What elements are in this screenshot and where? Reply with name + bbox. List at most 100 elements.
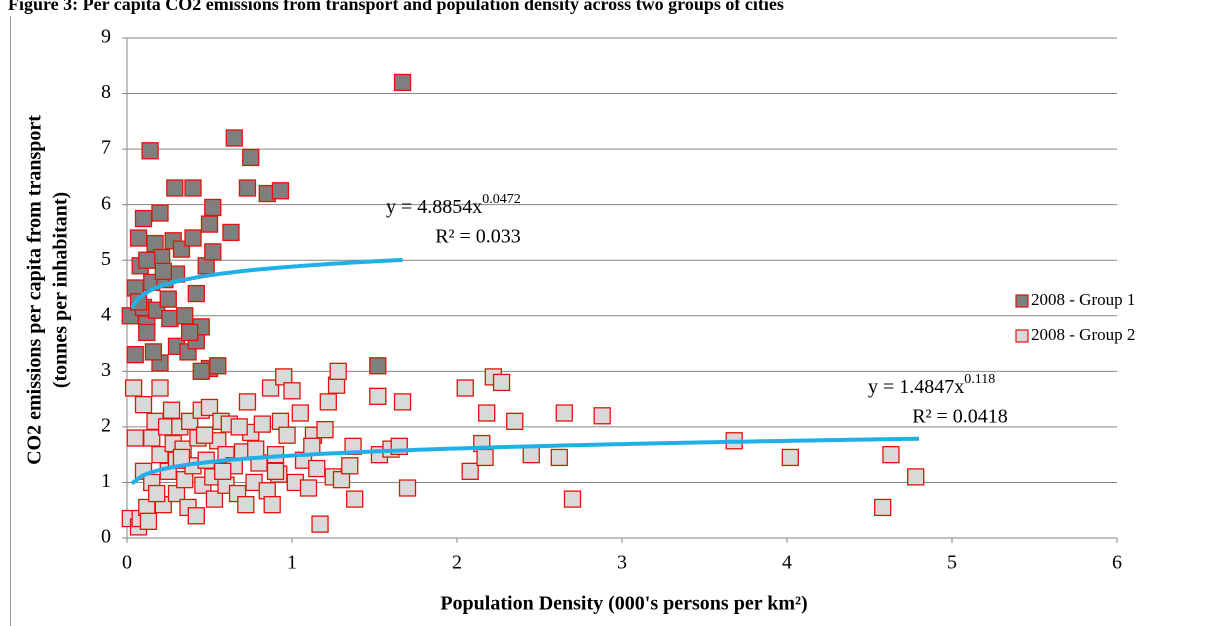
point [148,484,166,503]
x-tick-label: 6 [1112,552,1122,574]
y-axis-label: CO2 emissions per capita from transport … [24,115,72,465]
legend-marker [1015,329,1029,343]
point [393,393,412,411]
y-tick-label: 7 [101,137,111,159]
point [151,204,169,222]
point [550,448,568,467]
point [159,290,177,308]
y-tick-label: 8 [101,81,111,103]
equation-exponent: 0.118 [964,372,995,387]
point [283,382,301,400]
y-axis-label-line: CO2 emissions per capita from transport [24,115,46,465]
point [522,446,540,464]
point [253,415,271,433]
trendline-r2: R² = 0.0418 [912,406,1008,428]
y-tick-label: 3 [101,359,111,381]
point [151,379,169,397]
point [781,448,799,467]
point [263,496,281,514]
point [393,73,412,92]
point [874,498,892,517]
point [162,401,181,419]
point [139,512,158,530]
x-axis-label: Population Density (000's persons per km… [440,593,807,615]
point [176,307,194,325]
equation-text: y = 4.8854x [386,196,482,218]
legend-label: 2008 - Group 1 [1031,290,1135,309]
point [209,357,227,375]
point [205,490,224,508]
point [461,462,479,480]
y-tick-label: 0 [101,526,111,548]
point [184,179,202,197]
point [166,179,184,197]
point [134,209,153,228]
point [303,437,321,455]
point [882,446,900,464]
point [138,251,156,269]
point [319,393,337,411]
legend-marker [1015,294,1029,308]
x-tick-label: 0 [122,552,132,574]
point [154,262,172,280]
x-tick-label: 5 [947,552,957,574]
point [316,421,334,439]
point [266,462,285,480]
point [126,346,144,364]
x-tick-label: 4 [782,552,792,574]
point [369,387,387,405]
point [242,148,260,167]
point [341,457,359,475]
point [238,393,257,411]
trendline-equation: y = 1.4847x0.118 [868,372,995,397]
equation-exponent: 0.0472 [482,192,521,207]
point [476,448,494,467]
point [195,426,214,444]
point [138,323,156,342]
point [478,404,496,422]
trendline-r2: R² = 0.033 [435,226,521,248]
point [222,223,240,242]
trendline-equation: y = 4.8854x0.0472 [386,192,521,217]
point [184,229,202,247]
y-tick-label: 6 [101,192,111,214]
point [278,426,296,444]
y-axis-label-line: (tonnes per inhabitant) [50,192,72,388]
point [129,229,148,247]
point [225,129,243,147]
point [291,404,309,422]
point [200,398,219,417]
point [144,343,163,361]
point [141,142,159,160]
point [907,468,925,486]
point [492,373,511,392]
point [299,479,318,497]
y-tick-label: 1 [101,470,111,492]
legend-label: 2008 - Group 2 [1031,325,1135,344]
point [563,490,582,508]
point [329,362,347,380]
point [308,459,326,478]
point [238,179,257,197]
y-tick-label: 5 [101,248,111,270]
point [247,440,265,458]
point [261,379,280,397]
point [593,407,611,425]
point [204,243,222,261]
point [398,479,417,497]
point [143,429,161,447]
point [369,357,387,375]
point [555,404,573,422]
point [311,515,329,533]
point [271,182,290,200]
point [230,418,248,436]
point [346,490,364,508]
point [187,507,205,525]
point [134,396,153,414]
point [204,198,222,217]
point [456,379,474,397]
point [192,362,210,380]
y-tick-label: 2 [101,414,111,436]
equation-text: y = 1.4847x [868,376,964,398]
